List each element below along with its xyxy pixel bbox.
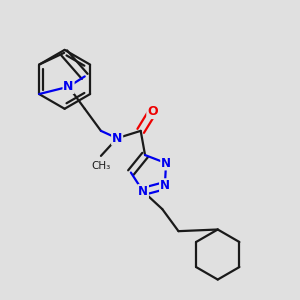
Text: N: N: [160, 179, 170, 192]
Text: O: O: [147, 105, 158, 118]
Text: N: N: [161, 157, 171, 169]
Text: N: N: [138, 185, 148, 198]
Text: CH₃: CH₃: [91, 161, 111, 171]
Text: N: N: [63, 80, 74, 93]
Text: N: N: [112, 132, 122, 145]
